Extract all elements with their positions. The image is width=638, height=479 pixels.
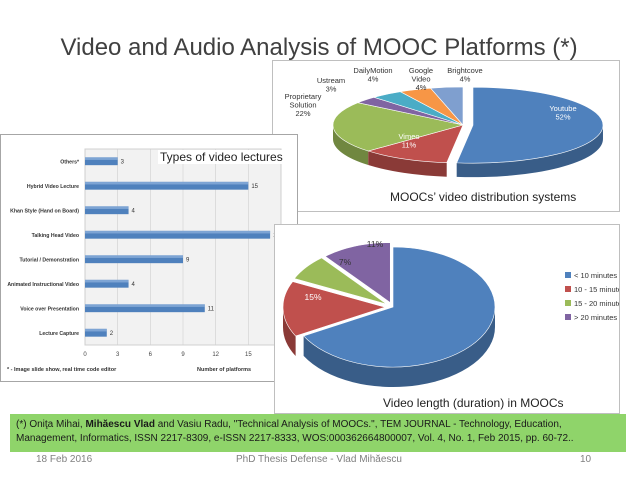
pie-data-label: Youtube 52% bbox=[549, 104, 576, 122]
bar-highlight bbox=[85, 206, 129, 209]
video-length-caption: Video length (duration) in MOOCs bbox=[381, 396, 566, 410]
pie-data-label: Ustream 3% bbox=[317, 76, 345, 94]
category-label: Talking Head Video bbox=[32, 233, 79, 239]
legend-swatch bbox=[565, 314, 571, 320]
video-length-chart: 67% 15% 7% 11% < 10 minutes 10 - 15 minutes 15… bbox=[274, 224, 620, 414]
bar bbox=[85, 157, 118, 166]
legend-entry: < 10 minutes bbox=[574, 271, 617, 280]
pie-slice-youtube bbox=[456, 86, 604, 164]
pie-data-label: 67% bbox=[526, 324, 543, 334]
pie-slice-side bbox=[456, 125, 603, 178]
lecture-types-caption: Types of video lectures bbox=[158, 150, 285, 164]
bar-highlight bbox=[85, 279, 129, 283]
legend-swatch bbox=[565, 286, 571, 292]
bar-value-label: 4 bbox=[132, 282, 136, 288]
x-tick-label: 3 bbox=[116, 352, 120, 358]
legend-swatch bbox=[565, 272, 571, 278]
pie-data-label: Brightcove 4% bbox=[447, 66, 482, 84]
video-length-pie-svg: 67% 15% 7% 11% < 10 minutes 10 - 15 minutes 15… bbox=[282, 239, 619, 387]
bar-value-label: 15 bbox=[251, 184, 258, 190]
pie-slice-20-minutes bbox=[324, 242, 391, 304]
bar-value-label: 4 bbox=[132, 208, 136, 214]
pie-slice-side bbox=[368, 151, 447, 177]
category-label: Lecture Capture bbox=[39, 331, 79, 337]
legend-swatch bbox=[565, 300, 571, 306]
category-label: Khan Style (Hand on Board) bbox=[10, 208, 79, 214]
pie-data-label: Proprietary Solution 22% bbox=[285, 92, 322, 118]
category-label: Voice over Presentation bbox=[20, 306, 79, 312]
bar-highlight bbox=[85, 304, 205, 307]
bar-footnote: * - Image slide show, real time code edi… bbox=[7, 367, 117, 373]
pie-data-label: 7% bbox=[339, 257, 352, 267]
distribution-systems-chart: Youtube 52% Vimeo 11% Proprietary Solution 22%… bbox=[272, 60, 620, 212]
bar-highlight bbox=[85, 157, 118, 160]
legend-entry: 10 - 15 minutes bbox=[574, 285, 619, 294]
slide-title: Video and Audio Analysis of MOOC Platfor… bbox=[60, 34, 578, 61]
bar-highlight bbox=[85, 255, 183, 258]
pie-slice-10-minutes bbox=[303, 246, 496, 368]
citation-author: Mihăescu Vlad bbox=[85, 419, 155, 430]
pie-data-label: Google Video 4% bbox=[409, 66, 433, 92]
category-label: Hybrid Video Lecture bbox=[27, 184, 79, 190]
x-tick-label: 6 bbox=[149, 352, 153, 358]
distribution-pie-svg: Youtube 52% Vimeo 11% Proprietary Solution 22%… bbox=[285, 66, 604, 178]
bar bbox=[85, 181, 249, 190]
citation-post: and Vasiu Radu, "Technical Analysis of M… bbox=[16, 419, 574, 444]
bar bbox=[85, 206, 129, 215]
bar bbox=[85, 279, 129, 288]
pie-slice-side bbox=[333, 125, 369, 166]
bar-highlight bbox=[85, 181, 249, 185]
bar bbox=[85, 304, 205, 313]
bar-value-label: 3 bbox=[121, 159, 125, 165]
pie-slice-proprietary-solution bbox=[332, 102, 464, 152]
pie-slice-side bbox=[303, 307, 495, 387]
footer-date: 18 Feb 2016 bbox=[36, 454, 93, 465]
bar bbox=[85, 255, 183, 264]
bar-value-label: 2 bbox=[110, 331, 114, 337]
legend-entry: > 20 minutes bbox=[574, 313, 617, 322]
citation-box: (*) Oniţa Mihai, Mihăescu Vlad and Vasiu… bbox=[10, 414, 626, 452]
category-label: Others* bbox=[60, 159, 80, 165]
pie-slice-15-20-minutes bbox=[293, 257, 387, 305]
pie-data-label: 15% bbox=[304, 292, 321, 302]
bar bbox=[85, 230, 271, 239]
pie-slice-brightcove bbox=[430, 86, 464, 126]
bar-highlight bbox=[85, 328, 107, 332]
footer-page-number: 10 bbox=[580, 454, 592, 465]
pie-slice-10-15-minutes bbox=[282, 281, 387, 337]
footer-center: PhD Thesis Defense - Vlad Mihăescu bbox=[235, 454, 402, 465]
distribution-caption: MOOCs’ video distribution systems bbox=[388, 190, 579, 204]
x-tick-label: 0 bbox=[83, 352, 87, 358]
category-label: Animated Instructional Video bbox=[7, 282, 79, 288]
x-tick-label: 9 bbox=[181, 352, 185, 358]
x-axis-label: Number of platforms bbox=[197, 367, 251, 373]
pie-data-label: Vimeo 11% bbox=[398, 132, 419, 150]
category-label: Tutorial / Demonstration bbox=[19, 257, 79, 263]
pie-slice-side bbox=[283, 307, 296, 357]
pie-slice-vimeo bbox=[367, 124, 464, 164]
bar-highlight bbox=[85, 230, 271, 234]
citation-pre: (*) Oniţa Mihai, bbox=[16, 419, 86, 430]
bar bbox=[85, 328, 107, 337]
bar-value-label: 11 bbox=[208, 306, 215, 312]
bar-value-label: 9 bbox=[186, 257, 190, 263]
x-tick-label: 12 bbox=[212, 352, 219, 358]
x-tick-label: 15 bbox=[245, 352, 252, 358]
pie-data-label: 11% bbox=[367, 239, 384, 249]
pie-data-label: DailyMotion 4% bbox=[353, 66, 392, 84]
legend-entry: 15 - 20 minutes bbox=[574, 299, 619, 308]
